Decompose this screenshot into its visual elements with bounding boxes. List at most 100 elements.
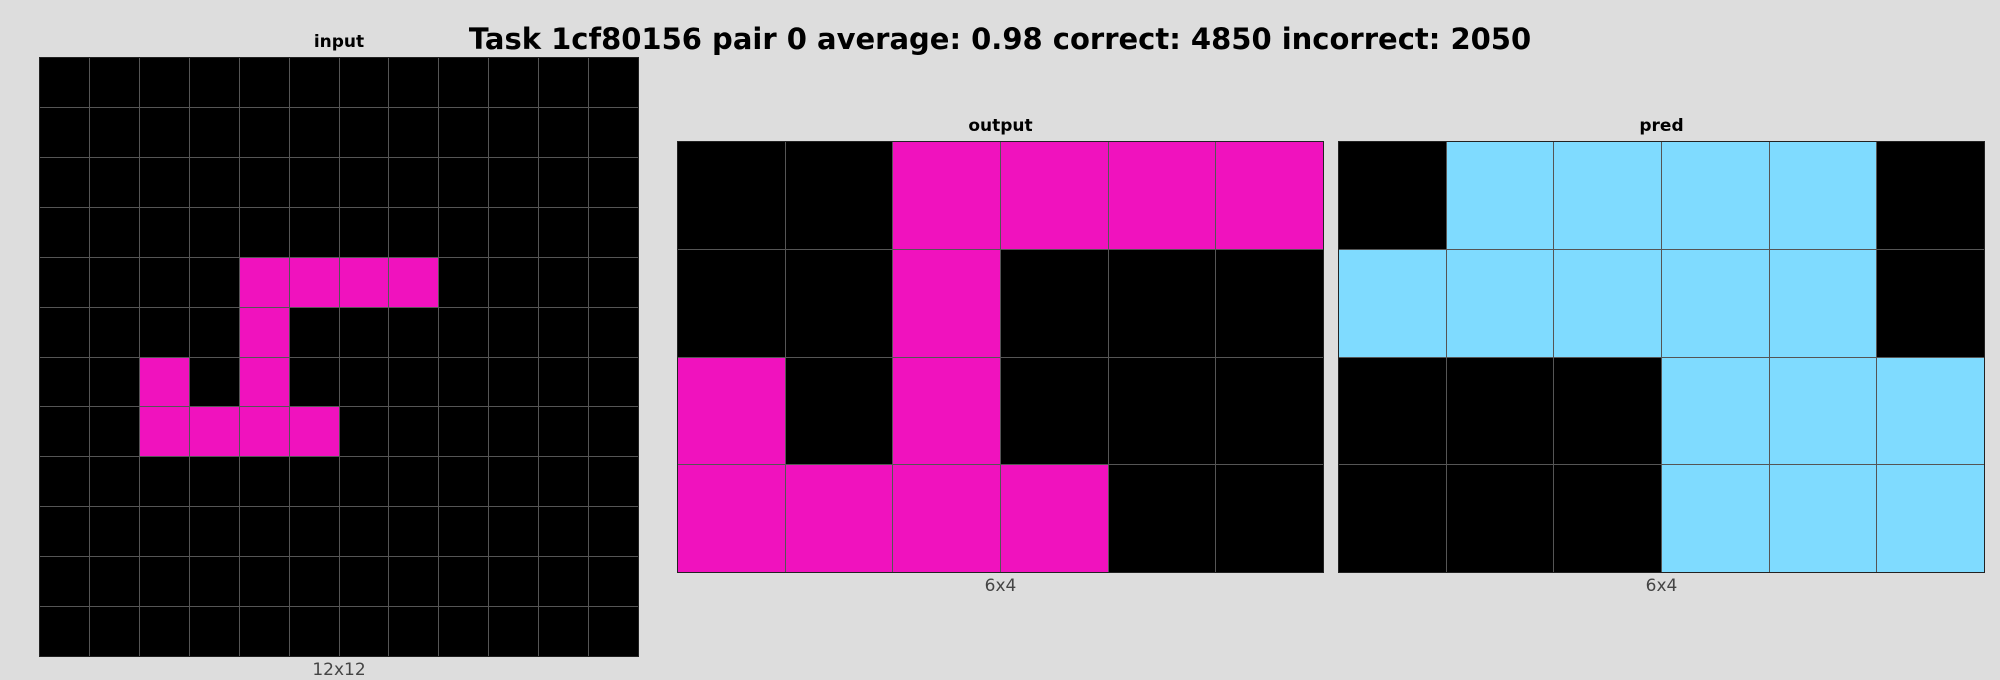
input-cell — [89, 357, 139, 407]
input-cell — [439, 257, 489, 307]
output-cell — [1216, 249, 1323, 357]
input-cell — [139, 107, 189, 157]
input-cell — [389, 507, 439, 557]
input-cell — [189, 557, 239, 607]
input-cell — [489, 407, 539, 457]
input-cell — [89, 107, 139, 157]
input-cell — [89, 257, 139, 307]
output-cell — [678, 357, 785, 465]
input-cell — [539, 357, 589, 407]
input-cell — [189, 107, 239, 157]
pred-dims-label: 6x4 — [1645, 576, 1678, 596]
input-cell — [40, 207, 89, 257]
input-cell — [139, 257, 189, 307]
input-cell — [239, 257, 289, 307]
input-cell — [339, 607, 389, 656]
input-cell — [489, 357, 539, 407]
input-cell — [289, 507, 339, 557]
input-cell — [539, 107, 589, 157]
output-cell — [1108, 465, 1216, 572]
input-cell — [189, 457, 239, 507]
input-cell — [339, 107, 389, 157]
pred-cell — [1339, 357, 1446, 465]
output-panel: output 6x4 — [677, 116, 1324, 596]
input-cell — [189, 157, 239, 207]
input-cell — [539, 307, 589, 357]
input-cell — [40, 557, 89, 607]
pred-cell — [1554, 142, 1661, 249]
input-cell — [589, 507, 638, 557]
output-cell — [1000, 465, 1108, 572]
output-cell — [1216, 465, 1323, 572]
input-cell — [389, 357, 439, 407]
input-cell — [439, 157, 489, 207]
input-cell — [589, 58, 638, 107]
pred-cell — [1877, 465, 1984, 572]
input-cell — [439, 107, 489, 157]
input-cell — [489, 157, 539, 207]
pred-cell — [1339, 142, 1446, 249]
input-cell — [389, 307, 439, 357]
pred-cell — [1446, 357, 1554, 465]
output-cell — [1000, 357, 1108, 465]
input-cell — [389, 107, 439, 157]
input-cell — [289, 157, 339, 207]
input-cell — [389, 257, 439, 307]
input-cell — [339, 507, 389, 557]
input-cell — [589, 357, 638, 407]
input-cell — [339, 157, 389, 207]
input-cell — [89, 457, 139, 507]
input-cell — [339, 257, 389, 307]
output-cell — [893, 357, 1000, 465]
input-cell — [489, 58, 539, 107]
input-cell — [539, 557, 589, 607]
input-cell — [289, 457, 339, 507]
input-cell — [539, 207, 589, 257]
pred-cell — [1446, 142, 1554, 249]
input-cell — [589, 407, 638, 457]
output-cell — [785, 465, 893, 572]
input-cell — [189, 407, 239, 457]
input-cell — [189, 257, 239, 307]
output-cell — [1000, 142, 1108, 249]
input-cell — [539, 457, 589, 507]
input-cell — [189, 207, 239, 257]
output-cell — [1108, 142, 1216, 249]
pred-cell — [1554, 465, 1661, 572]
output-cell — [678, 249, 785, 357]
input-cell — [89, 607, 139, 656]
input-cell — [239, 58, 289, 107]
output-cell — [1216, 142, 1323, 249]
input-cell — [339, 457, 389, 507]
input-cell — [339, 307, 389, 357]
input-cell — [139, 357, 189, 407]
input-cell — [489, 457, 539, 507]
input-cell — [539, 257, 589, 307]
pred-panel: pred 6x4 — [1338, 116, 1985, 596]
input-cell — [439, 607, 489, 656]
input-cell — [289, 357, 339, 407]
input-cell — [589, 307, 638, 357]
input-cell — [289, 207, 339, 257]
pred-cell — [1661, 142, 1769, 249]
input-cell — [40, 157, 89, 207]
input-dims-label: 12x12 — [312, 660, 366, 680]
input-cell — [389, 157, 439, 207]
input-cell — [589, 207, 638, 257]
input-cell — [589, 107, 638, 157]
pred-cell — [1661, 465, 1769, 572]
input-cell — [389, 607, 439, 656]
input-cell — [89, 157, 139, 207]
input-cell — [489, 507, 539, 557]
pred-cell — [1554, 357, 1661, 465]
output-cell — [785, 357, 893, 465]
input-cell — [239, 357, 289, 407]
output-cell — [893, 465, 1000, 572]
input-cell — [439, 357, 489, 407]
input-cell — [439, 407, 489, 457]
input-cell — [139, 207, 189, 257]
input-cell — [239, 457, 289, 507]
pred-cell — [1877, 249, 1984, 357]
output-cell — [893, 142, 1000, 249]
input-panel: input 12x12 — [39, 32, 639, 680]
